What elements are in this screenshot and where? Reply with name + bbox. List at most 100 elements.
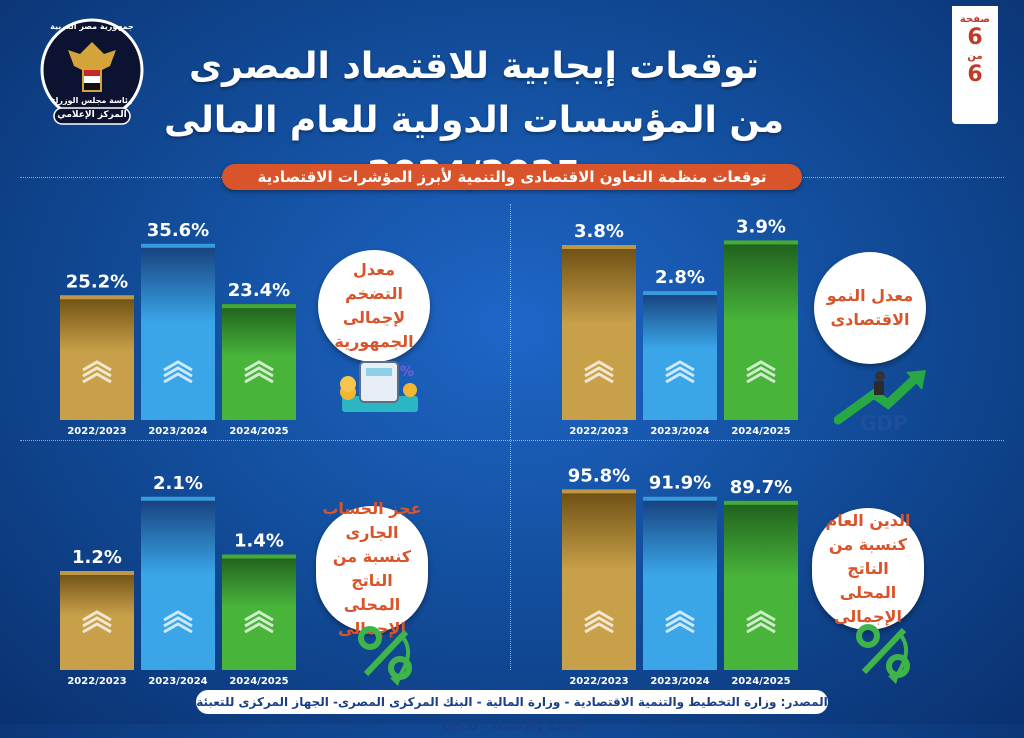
current-account-title-text: عجز الحساب الجارى كنسبة من الناتج المحلى… [322, 499, 422, 638]
chevron-up-icon [82, 366, 112, 378]
chevron-up-icon [584, 360, 614, 372]
chevron-up-icon [163, 360, 193, 372]
inflation-title-text: معدل التضخم لإجمالى الجمهورية [334, 260, 414, 351]
category-label: 2022/2023 [569, 676, 628, 686]
growth-panel: 3.8% 2022/2023 2.8% 2023/2024 3.9% 2024/2025 … [548, 196, 1008, 436]
chevron-up-icon [665, 610, 695, 622]
bar-2023-2024 [643, 291, 717, 420]
bar-cap [60, 571, 134, 575]
logo-text-bottom: المركز الإعلامي [57, 110, 127, 120]
chevron-up-icon [82, 616, 112, 628]
bar-2023-2024 [141, 496, 215, 670]
chevron-up-icon [244, 622, 274, 634]
bar-2022-2023 [60, 571, 134, 670]
bar-2022-2023 [60, 295, 134, 420]
chevron-up-icon [746, 360, 776, 372]
logo-text-mid: رئاسة مجلس الوزراء [51, 96, 133, 105]
chevron-up-icon [665, 622, 695, 634]
page-indicator: صفحة 6 من 6 [952, 6, 998, 124]
section-title: توقعات منظمة التعاون الاقتصادى والتنمية … [222, 164, 802, 190]
bar-cap [141, 243, 215, 248]
divider-vertical [510, 204, 511, 670]
chevron-up-icon [82, 622, 112, 634]
gdp-arrow-icon: GDP [834, 370, 926, 434]
bar-value-label: 3.8% [574, 221, 624, 242]
debt-chart: 95.8% 2022/2023 91.9% 2023/2024 89.7% 2024/20… [562, 465, 798, 686]
chevron-up-icon [163, 622, 193, 634]
bar-cap [222, 554, 296, 559]
growth-title: معدل النمو الاقتصادى [814, 252, 926, 364]
chevron-up-icon [746, 622, 776, 634]
bar-value-label: 35.6% [147, 220, 209, 241]
page-current: 6 [967, 25, 983, 50]
bar-cap [562, 245, 636, 250]
logo-text-top: جمهورية مصر العربية [50, 22, 134, 31]
svg-text:GDP: GDP [860, 411, 908, 434]
chevron-up-icon [665, 372, 695, 384]
source-footer: المصدر: وزارة التخطيط والتنمية الاقتصادي… [196, 690, 828, 733]
bar-value-label: 89.7% [730, 477, 792, 498]
debt-percent-icon [856, 624, 910, 684]
category-label: 2022/2023 [569, 426, 628, 436]
bar-cap [724, 240, 798, 245]
category-label: 2024/2025 [229, 426, 288, 436]
bar-2023-2024 [643, 496, 717, 670]
chevron-up-icon [584, 372, 614, 384]
bar-2022-2023 [562, 245, 636, 420]
category-label: 2023/2024 [650, 676, 709, 686]
category-label: 2024/2025 [229, 676, 288, 686]
title-line-1: توقعات إيجابية للاقتصاد المصرى [188, 46, 760, 87]
chevron-up-icon [244, 610, 274, 622]
chevron-up-icon [244, 616, 274, 628]
page-of: من [967, 51, 983, 62]
page-label: صفحة [959, 14, 991, 25]
chevron-up-icon [746, 372, 776, 384]
chevron-up-icon [584, 616, 614, 628]
bar-cap [643, 291, 717, 296]
chevron-up-icon [163, 610, 193, 622]
chevron-up-icon [244, 360, 274, 372]
bar-2024-2025 [724, 500, 798, 670]
bar-value-label: 1.2% [72, 547, 122, 568]
bar-cap [60, 295, 134, 300]
category-label: 2022/2023 [67, 676, 126, 686]
bar-value-label: 25.2% [66, 271, 128, 292]
chevron-up-icon [244, 366, 274, 378]
bar-cap [643, 496, 717, 501]
bar-value-label: 3.9% [736, 216, 786, 237]
bar-cap [222, 304, 296, 309]
chevron-up-icon [584, 610, 614, 622]
current-account-panel: 1.2% 2022/2023 2.1% 2023/2024 1.4% 2024/2025 … [46, 446, 506, 686]
chevron-up-icon [82, 360, 112, 372]
category-label: 2023/2024 [148, 426, 207, 436]
bar-value-label: 95.8% [568, 465, 630, 486]
bar-value-label: 2.8% [655, 267, 705, 288]
debt-title-text: الدين العام كنسبة من الناتج المحلى الإجم… [825, 511, 911, 626]
chevron-up-icon [163, 372, 193, 384]
chevron-up-icon [82, 372, 112, 384]
bar-cap [141, 496, 215, 501]
page-title: توقعات إيجابية للاقتصاد المصرى من المؤسس… [154, 40, 794, 202]
chevron-up-icon [82, 610, 112, 622]
chevron-up-icon [665, 360, 695, 372]
divider-middle [20, 440, 1004, 441]
bar-value-label: 23.4% [228, 280, 290, 301]
calculator-coins-icon: % [340, 361, 418, 412]
current-account-chart: 1.2% 2022/2023 2.1% 2023/2024 1.4% 2024/2025 [60, 473, 296, 686]
debt-title: الدين العام كنسبة من الناتج المحلى الإجم… [812, 508, 924, 630]
percent-arrow-icon [358, 626, 412, 686]
inflation-title: معدل التضخم لإجمالى الجمهورية [318, 250, 430, 362]
chevron-up-icon [665, 616, 695, 628]
inflation-panel: 25.2% 2022/2023 35.6% 2023/2024 23.4% 2024/20… [46, 196, 506, 436]
bar-cap [724, 500, 798, 505]
bar-value-label: 91.9% [649, 473, 711, 494]
cabinet-logo: جمهورية مصر العربية رئاسة مجلس الوزراء ا… [40, 14, 144, 132]
chevron-up-icon [163, 366, 193, 378]
current-account-title: عجز الحساب الجارى كنسبة من الناتج المحلى… [316, 499, 428, 638]
chevron-up-icon [746, 366, 776, 378]
chevron-up-icon [163, 616, 193, 628]
growth-chart: 3.8% 2022/2023 2.8% 2023/2024 3.9% 2024/2025 [562, 216, 798, 436]
bar-value-label: 2.1% [153, 473, 203, 494]
svg-text:%: % [400, 364, 414, 380]
chevron-up-icon [746, 610, 776, 622]
